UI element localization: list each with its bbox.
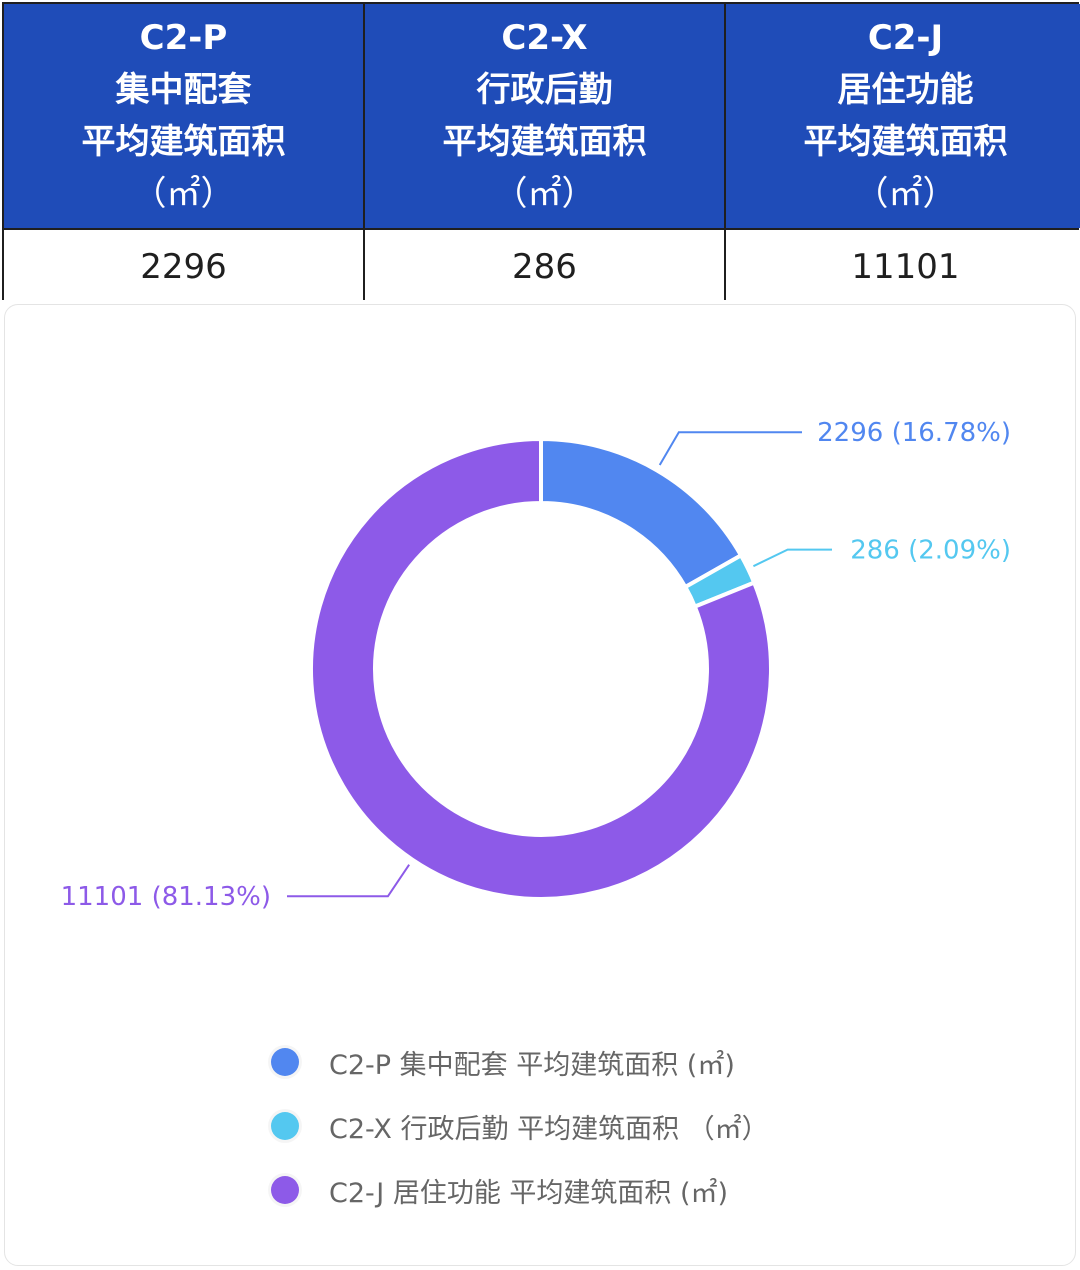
legend-dot-icon [271,1048,299,1076]
slice-data-label: 11101 (81.13%) [61,882,271,912]
chart-panel: 2296 (16.78%) 286 (2.09%) 11101 (81.13%) C… [4,304,1076,1266]
legend-item[interactable]: C2-X 行政后勤 平均建筑面积 （㎡） [271,1094,769,1158]
value-cell-c2-x: 286 [365,230,724,304]
header-c2-j: C2-J 居住功能 平均建筑面积 （㎡） [726,4,1080,228]
header-metric: 平均建筑面积 [803,122,1008,162]
header-unit: （㎡） [132,174,235,214]
legend-label: C2-X 行政后勤 平均建筑面积 （㎡） [329,1113,769,1145]
header-code: C2-J [867,18,944,58]
header-metric: 平均建筑面积 [442,122,647,162]
header-unit: （㎡） [854,174,957,214]
donut-slice[interactable] [539,437,743,590]
header-name: 行政后勤 [476,70,613,110]
legend-label: C2-P 集中配套 平均建筑面积 (㎡) [329,1049,735,1081]
header-name: 居住功能 [837,70,974,110]
header-name: 集中配套 [115,70,252,110]
header-unit: （㎡） [493,174,596,214]
header-code: C2-X [501,18,588,58]
leader-line [287,864,410,898]
legend-label: C2-J 居住功能 平均建筑面积 (㎡) [329,1177,729,1209]
donut-chart: 2296 (16.78%) 286 (2.09%) 11101 (81.13%) [61,418,1011,912]
legend-item[interactable]: C2-P 集中配套 平均建筑面积 (㎡) [271,1030,769,1094]
header-metric: 平均建筑面积 [81,122,286,162]
legend-dot-icon [271,1112,299,1140]
slice-data-label: 286 (2.09%) [850,536,1011,566]
donut-slice[interactable] [309,437,773,901]
leader-line [658,431,802,466]
slice-data-label: 2296 (16.78%) [817,418,1011,448]
chart-legend: C2-P 集中配套 平均建筑面积 (㎡) C2-X 行政后勤 平均建筑面积 （㎡… [271,1030,769,1222]
legend-dot-icon [271,1176,299,1204]
value-cell-c2-j: 11101 [726,230,1080,304]
header-c2-p: C2-P 集中配套 平均建筑面积 （㎡） [4,4,363,228]
header-c2-x: C2-X 行政后勤 平均建筑面积 （㎡） [365,4,724,228]
legend-item[interactable]: C2-J 居住功能 平均建筑面积 (㎡) [271,1158,769,1222]
value-cell-c2-p: 2296 [4,230,363,304]
leader-line [752,548,832,568]
area-table: C2-P 集中配套 平均建筑面积 （㎡） C2-X 行政后勤 平均建筑面积 （㎡… [2,2,1080,304]
header-code: C2-P [139,18,228,58]
